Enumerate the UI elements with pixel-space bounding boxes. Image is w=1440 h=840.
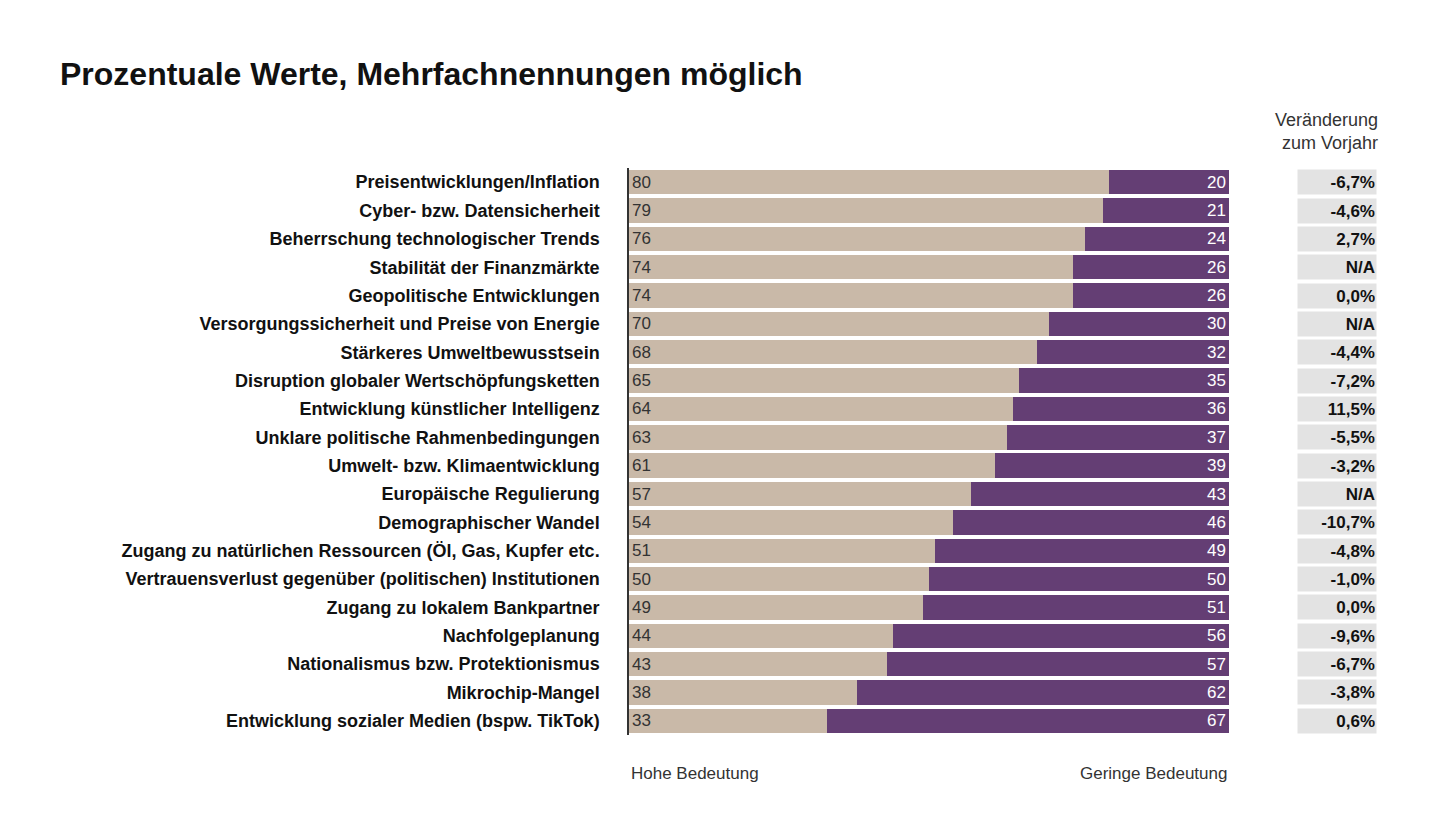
svg-text:Cyber- bzw. Datensicherheit: Cyber- bzw. Datensicherheit — [359, 201, 599, 221]
svg-text:39: 39 — [1207, 456, 1226, 475]
svg-text:61: 61 — [632, 456, 651, 475]
svg-text:32: 32 — [1207, 343, 1226, 362]
svg-text:N/A: N/A — [1346, 315, 1375, 334]
svg-text:43: 43 — [632, 655, 651, 674]
svg-text:Hohe Bedeutung: Hohe Bedeutung — [631, 764, 759, 783]
svg-text:Vertrauensverlust gegenüber (p: Vertrauensverlust gegenüber (politischen… — [126, 569, 600, 589]
svg-text:46: 46 — [1207, 513, 1226, 532]
svg-text:35: 35 — [1207, 371, 1226, 390]
svg-text:44: 44 — [632, 626, 651, 645]
svg-text:0,0%: 0,0% — [1336, 287, 1375, 306]
svg-text:-6,7%: -6,7% — [1331, 173, 1375, 192]
svg-text:Umwelt- bzw. Klimaentwicklung: Umwelt- bzw. Klimaentwicklung — [328, 456, 599, 476]
svg-text:Stabilität der Finanzmärkte: Stabilität der Finanzmärkte — [370, 258, 600, 278]
svg-text:-4,8%: -4,8% — [1331, 542, 1375, 561]
svg-text:38: 38 — [632, 683, 651, 702]
svg-text:76: 76 — [632, 229, 651, 248]
svg-text:Versorgungssicherheit und Prei: Versorgungssicherheit und Preise von Ene… — [200, 314, 600, 334]
svg-text:0,0%: 0,0% — [1336, 598, 1375, 617]
svg-text:Mikrochip-Mangel: Mikrochip-Mangel — [447, 683, 600, 703]
svg-text:65: 65 — [632, 371, 651, 390]
svg-text:-7,2%: -7,2% — [1331, 372, 1375, 391]
svg-text:54: 54 — [632, 513, 651, 532]
svg-text:37: 37 — [1207, 428, 1226, 447]
svg-text:49: 49 — [1207, 541, 1226, 560]
svg-text:Prozentuale Werte, Mehrfachnen: Prozentuale Werte, Mehrfachnennungen mög… — [60, 56, 803, 92]
svg-text:-4,4%: -4,4% — [1331, 343, 1375, 362]
svg-text:-3,2%: -3,2% — [1331, 457, 1375, 476]
svg-text:20: 20 — [1207, 173, 1226, 192]
svg-text:26: 26 — [1207, 258, 1226, 277]
svg-text:80: 80 — [632, 173, 651, 192]
svg-text:Unklare politische Rahmenbedin: Unklare politische Rahmenbedingungen — [256, 428, 600, 448]
svg-text:30: 30 — [1207, 314, 1226, 333]
svg-text:49: 49 — [632, 598, 651, 617]
svg-text:Geopolitische Entwicklungen: Geopolitische Entwicklungen — [349, 286, 600, 306]
svg-text:Geringe Bedeutung: Geringe Bedeutung — [1080, 764, 1227, 783]
svg-text:Nachfolgeplanung: Nachfolgeplanung — [443, 626, 600, 646]
svg-text:Demographischer Wandel: Demographischer Wandel — [378, 513, 599, 533]
svg-text:57: 57 — [1207, 655, 1226, 674]
svg-text:N/A: N/A — [1346, 485, 1375, 504]
svg-text:-10,7%: -10,7% — [1321, 513, 1375, 532]
svg-text:11,5%: 11,5% — [1328, 400, 1375, 419]
svg-text:24: 24 — [1207, 229, 1226, 248]
svg-text:50: 50 — [1207, 570, 1226, 589]
svg-text:33: 33 — [632, 711, 651, 730]
svg-text:57: 57 — [632, 485, 651, 504]
svg-text:0,6%: 0,6% — [1336, 712, 1375, 731]
svg-text:Beherrschung technologischer T: Beherrschung technologischer Trends — [270, 229, 600, 249]
svg-text:Veränderungzum Vorjahr: Veränderungzum Vorjahr — [1275, 110, 1378, 153]
svg-text:-6,7%: -6,7% — [1331, 655, 1375, 674]
svg-text:68: 68 — [632, 343, 651, 362]
svg-text:26: 26 — [1207, 286, 1226, 305]
svg-text:Nationalismus bzw. Protektioni: Nationalismus bzw. Protektionismus — [287, 654, 599, 674]
svg-text:2,7%: 2,7% — [1336, 230, 1375, 249]
svg-text:43: 43 — [1207, 485, 1226, 504]
svg-text:Zugang zu natürlichen Ressourc: Zugang zu natürlichen Ressourcen (Öl, Ga… — [122, 541, 600, 561]
svg-text:-5,5%: -5,5% — [1331, 428, 1375, 447]
svg-text:74: 74 — [632, 258, 651, 277]
svg-text:-4,6%: -4,6% — [1331, 202, 1375, 221]
svg-text:50: 50 — [632, 570, 651, 589]
svg-text:74: 74 — [632, 286, 651, 305]
svg-text:Disruption globaler Wertschöpf: Disruption globaler Wertschöpfungsketten — [235, 371, 600, 391]
svg-text:64: 64 — [632, 399, 651, 418]
svg-text:63: 63 — [632, 428, 651, 447]
svg-text:51: 51 — [1207, 598, 1226, 617]
svg-text:Entwicklung künstlicher Intell: Entwicklung künstlicher Intelligenz — [300, 399, 600, 419]
svg-text:36: 36 — [1207, 399, 1226, 418]
svg-text:N/A: N/A — [1346, 258, 1375, 277]
svg-text:-9,6%: -9,6% — [1331, 627, 1375, 646]
svg-text:67: 67 — [1207, 711, 1226, 730]
svg-text:Europäische Regulierung: Europäische Regulierung — [382, 484, 600, 504]
svg-text:70: 70 — [632, 314, 651, 333]
svg-text:-1,0%: -1,0% — [1331, 570, 1375, 589]
svg-text:21: 21 — [1207, 201, 1226, 220]
svg-text:51: 51 — [632, 541, 651, 560]
svg-text:Stärkeres Umweltbewusstsein: Stärkeres Umweltbewusstsein — [341, 343, 600, 363]
svg-text:Zugang zu lokalem Bankpartner: Zugang zu lokalem Bankpartner — [327, 598, 600, 618]
svg-text:56: 56 — [1207, 626, 1226, 645]
svg-text:Entwicklung sozialer Medien (b: Entwicklung sozialer Medien (bspw. TikTo… — [226, 711, 600, 731]
svg-text:-3,8%: -3,8% — [1331, 683, 1375, 702]
svg-text:Preisentwicklungen/Inflation: Preisentwicklungen/Inflation — [356, 172, 600, 192]
svg-text:62: 62 — [1207, 683, 1226, 702]
svg-text:79: 79 — [632, 201, 651, 220]
